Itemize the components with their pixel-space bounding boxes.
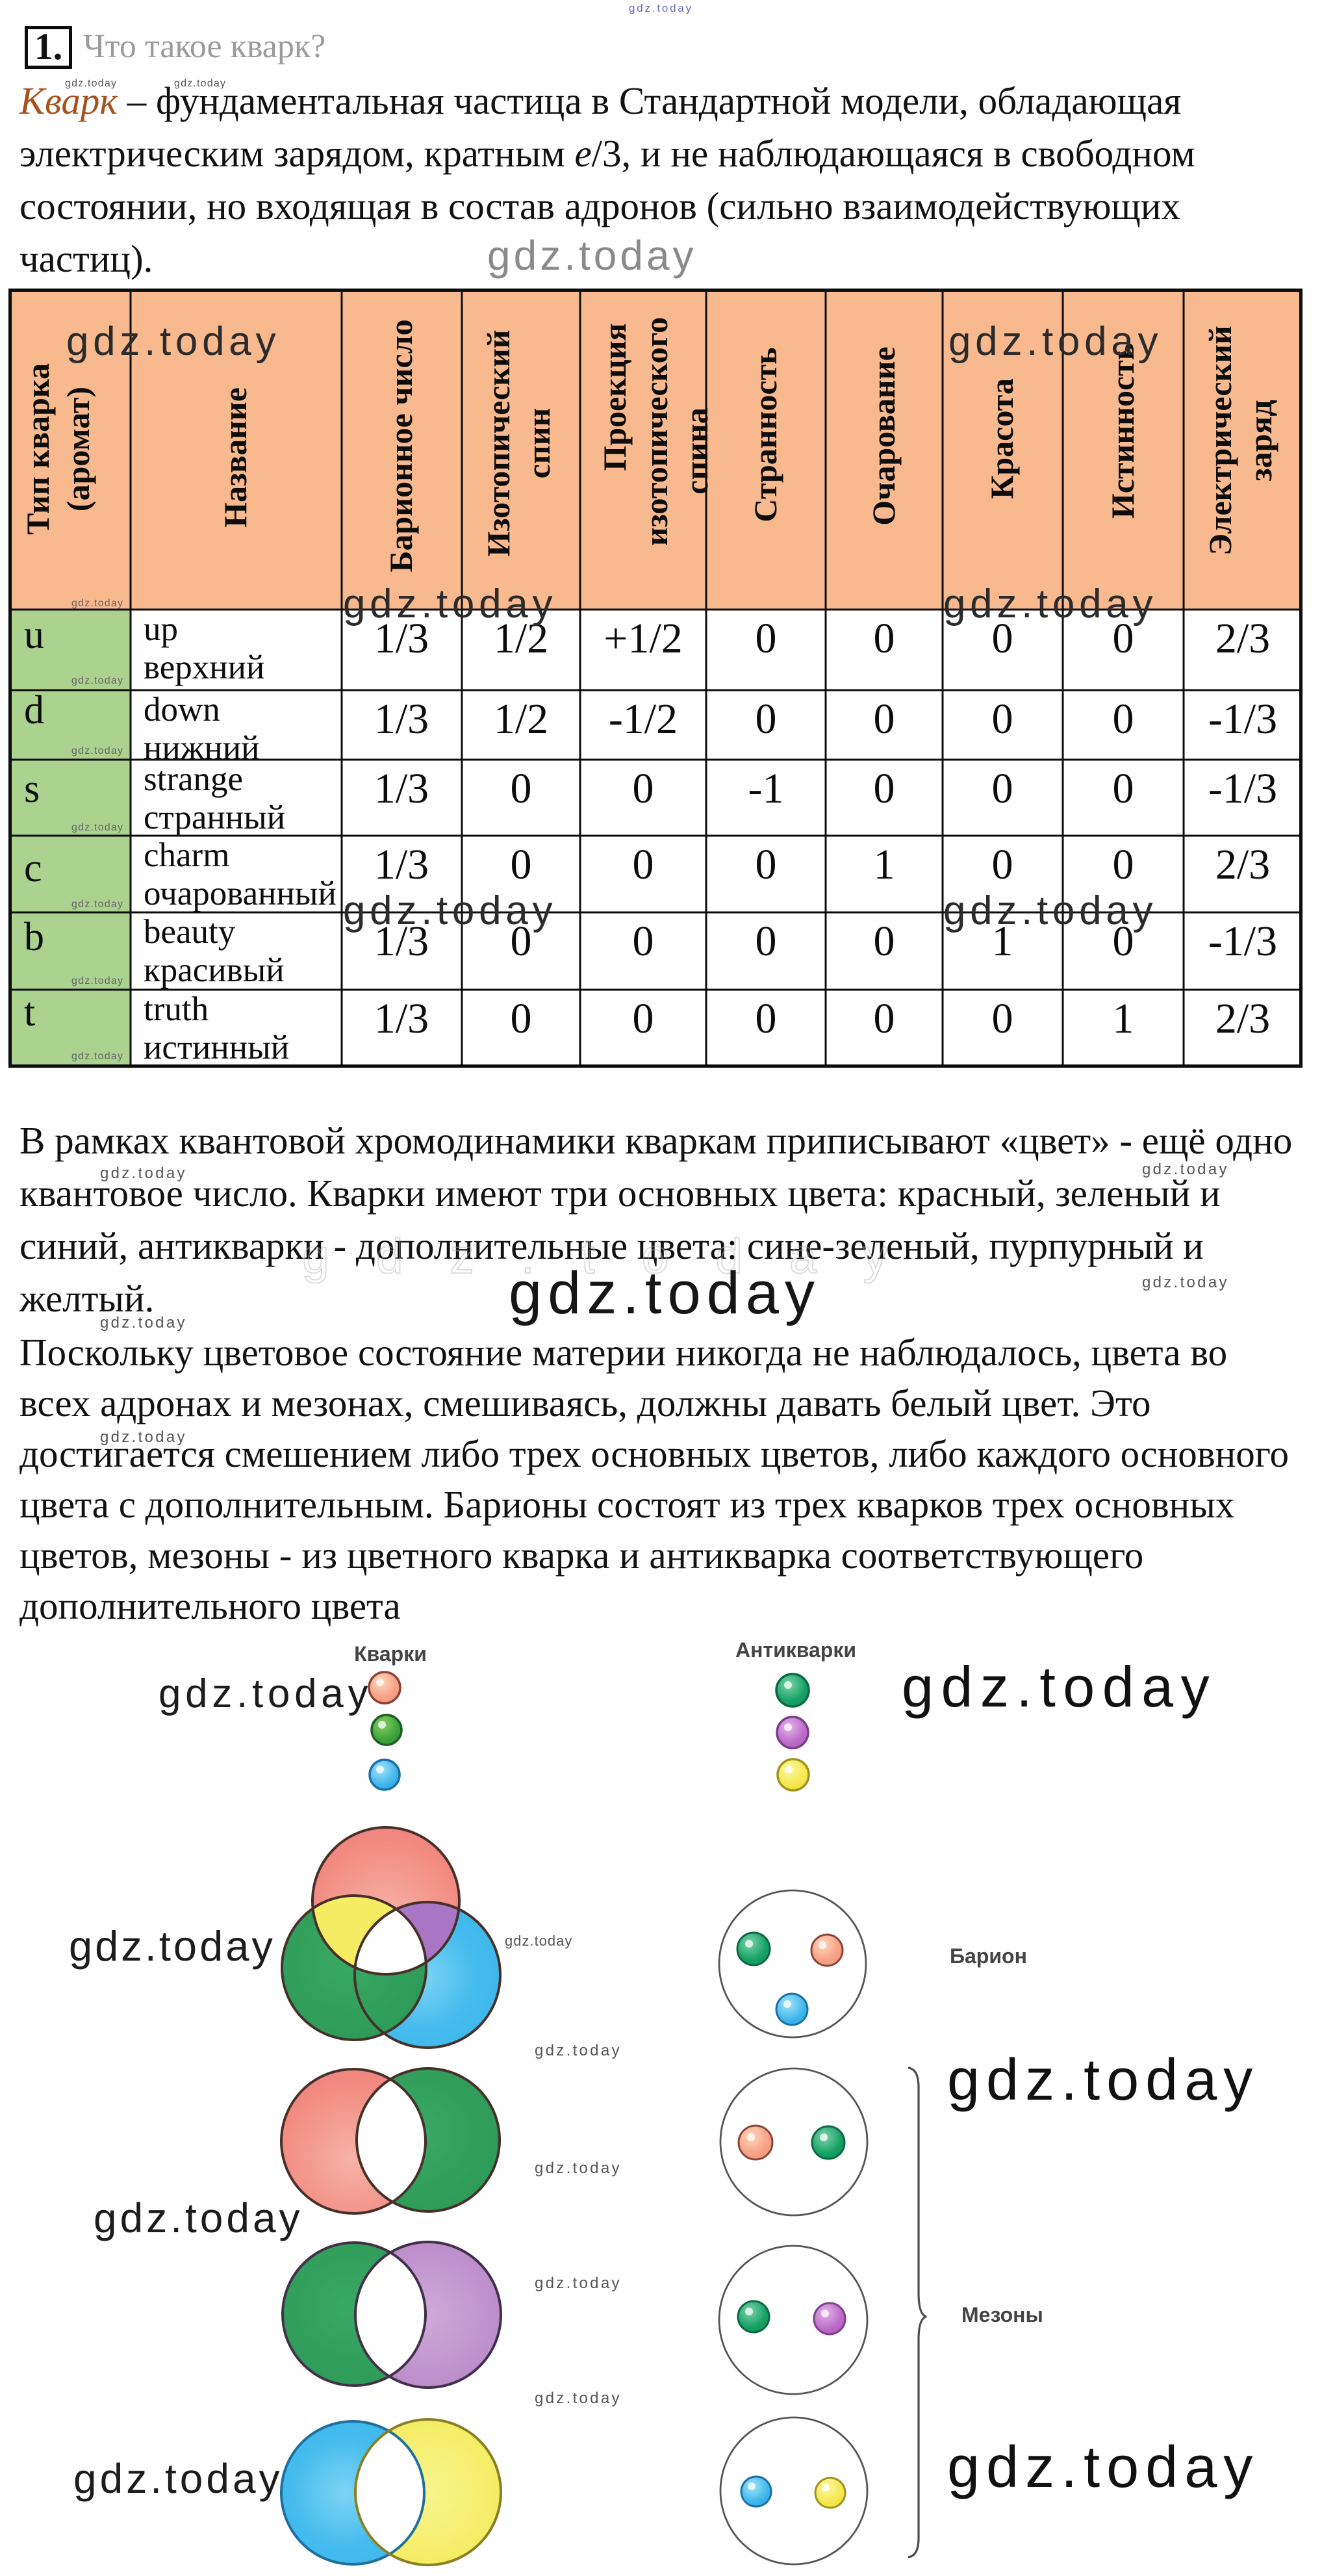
svg-text:+1/2: +1/2 — [604, 615, 683, 662]
svg-text:1: 1 — [992, 918, 1013, 965]
svg-text:2/3: 2/3 — [1215, 841, 1270, 888]
svg-text:0: 0 — [992, 995, 1013, 1042]
svg-text:-1/3: -1/3 — [1208, 695, 1277, 743]
svg-text:1: 1 — [1113, 995, 1134, 1042]
svg-text:0: 0 — [633, 918, 654, 965]
svg-text:-1/3: -1/3 — [1208, 918, 1277, 965]
svg-text:1: 1 — [874, 841, 895, 888]
svg-text:Электрический: Электрический — [1202, 326, 1238, 556]
svg-text:Антикварки: Антикварки — [735, 1638, 856, 1662]
svg-text:up: up — [144, 610, 178, 648]
svg-text:Красота: Красота — [984, 378, 1020, 499]
svg-text:0: 0 — [1113, 615, 1134, 662]
svg-text:-1: -1 — [748, 765, 784, 812]
svg-text:1/3: 1/3 — [374, 841, 429, 888]
svg-text:Очарование: Очарование — [865, 346, 902, 525]
svg-text:Название: Название — [217, 387, 253, 528]
svg-text:charm: charm — [144, 836, 229, 874]
svg-text:нижний: нижний — [144, 729, 259, 767]
svg-text:0: 0 — [511, 918, 532, 965]
svg-text:0: 0 — [992, 765, 1013, 812]
svg-text:beauty: beauty — [144, 913, 236, 951]
svg-text:0: 0 — [511, 995, 532, 1042]
svg-text:0: 0 — [992, 615, 1013, 662]
svg-text:d: d — [24, 688, 44, 732]
svg-text:-1/2: -1/2 — [609, 695, 678, 743]
svg-text:0: 0 — [633, 841, 654, 888]
svg-text:1/2: 1/2 — [494, 615, 548, 662]
svg-text:2/3: 2/3 — [1215, 995, 1270, 1042]
svg-text:изотопического: изотопического — [638, 317, 674, 546]
svg-text:0: 0 — [874, 615, 895, 662]
svg-text:0: 0 — [1113, 765, 1134, 812]
svg-text:b: b — [24, 915, 44, 959]
svg-text:заряд: заряд — [1242, 400, 1278, 481]
svg-text:верхний: верхний — [144, 649, 264, 686]
svg-text:0: 0 — [1113, 841, 1134, 888]
svg-text:спин: спин — [520, 408, 557, 479]
svg-text:истинный: истинный — [144, 1029, 289, 1066]
svg-text:0: 0 — [992, 695, 1013, 743]
svg-text:Истинность: Истинность — [1104, 343, 1141, 519]
svg-text:strange: strange — [144, 760, 243, 798]
svg-text:c: c — [24, 846, 42, 890]
svg-text:(аромат): (аромат) — [60, 387, 96, 511]
svg-text:2/3: 2/3 — [1215, 615, 1270, 662]
svg-text:0: 0 — [756, 615, 777, 662]
svg-text:0: 0 — [756, 841, 777, 888]
svg-text:s: s — [24, 767, 40, 811]
svg-text:0: 0 — [511, 765, 532, 812]
svg-text:1/3: 1/3 — [374, 695, 429, 743]
svg-text:0: 0 — [633, 765, 654, 812]
svg-text:u: u — [24, 613, 44, 657]
svg-text:Кварки: Кварки — [354, 1642, 427, 1666]
svg-text:1/3: 1/3 — [374, 615, 429, 662]
svg-text:странный: странный — [144, 799, 285, 836]
svg-text:Мезоны: Мезоны — [961, 2303, 1043, 2326]
svg-text:Странность: Странность — [747, 347, 783, 522]
svg-text:0: 0 — [1113, 695, 1134, 743]
svg-text:очарованный: очарованный — [144, 875, 337, 912]
svg-text:0: 0 — [874, 765, 895, 812]
svg-text:0: 0 — [874, 995, 895, 1042]
svg-text:спина: спина — [678, 407, 715, 495]
svg-text:0: 0 — [756, 995, 777, 1042]
svg-text:Тип кварка: Тип кварка — [19, 363, 56, 535]
svg-text:0: 0 — [874, 695, 895, 743]
svg-text:0: 0 — [874, 918, 895, 965]
svg-text:Изотопический: Изотопический — [480, 329, 516, 556]
svg-text:красивый: красивый — [144, 951, 285, 989]
svg-text:Проекция: Проекция — [596, 323, 633, 470]
svg-text:1/3: 1/3 — [374, 995, 429, 1042]
svg-text:0: 0 — [756, 918, 777, 965]
svg-text:truth: truth — [144, 990, 209, 1028]
svg-text:down: down — [144, 691, 220, 728]
svg-text:Барион: Барион — [950, 1944, 1027, 1968]
svg-text:1/3: 1/3 — [374, 918, 429, 965]
svg-text:1/3: 1/3 — [374, 765, 429, 812]
svg-text:1/2: 1/2 — [494, 695, 548, 743]
svg-text:0: 0 — [511, 841, 532, 888]
svg-text:0: 0 — [992, 841, 1013, 888]
svg-text:0: 0 — [1113, 918, 1134, 965]
svg-text:t: t — [24, 990, 35, 1035]
svg-text:0: 0 — [756, 695, 777, 743]
svg-text:-1/3: -1/3 — [1208, 765, 1277, 812]
svg-text:0: 0 — [633, 995, 654, 1042]
svg-text:Барионное число: Барионное число — [383, 319, 419, 572]
